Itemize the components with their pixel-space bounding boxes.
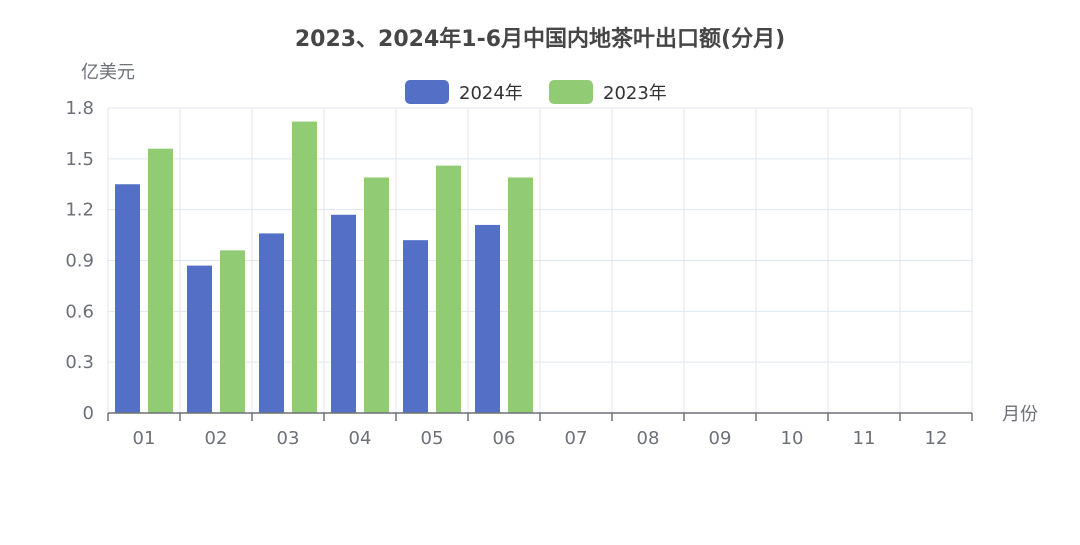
y-tick-label: 0.3: [65, 352, 94, 373]
legend-item-2023[interactable]: 2023年: [549, 80, 667, 104]
x-tick-label: 01: [133, 428, 156, 449]
y-tick-label: 1.2: [65, 200, 94, 221]
bar-2024年-02[interactable]: [187, 265, 212, 413]
legend-item-2024[interactable]: 2024年: [405, 80, 523, 104]
x-tick-label: 12: [925, 428, 948, 449]
legend-label-2024[interactable]: 2024年: [459, 83, 523, 104]
chart-title: 2023、2024年1-6月中国内地茶叶出口额(分月): [295, 26, 785, 52]
bar-2024年-03[interactable]: [259, 233, 284, 413]
bar-2023年-01[interactable]: [148, 148, 173, 413]
x-tick-label: 09: [709, 428, 732, 449]
x-tick-label: 07: [565, 428, 588, 449]
x-tick-label: 10: [781, 428, 804, 449]
y-tick-label: 0: [83, 403, 94, 424]
y-tick-label: 0.9: [65, 251, 94, 272]
y-tick-label: 1.8: [65, 98, 94, 119]
legend-swatch-2024[interactable]: [405, 80, 449, 104]
axes: 0 0.3 0.6 0.9 1.2 1.5 1.8 01 02 03 04 05 06 07 08 09 10 1…: [65, 98, 973, 449]
legend-swatch-2023[interactable]: [549, 80, 593, 104]
legend[interactable]: 2024年 2023年: [405, 80, 667, 104]
y-axis-label: 亿美元: [81, 62, 135, 83]
bars: [115, 121, 533, 414]
bar-2024年-05[interactable]: [403, 240, 428, 413]
x-tick-label: 04: [349, 428, 372, 449]
bar-2023年-04[interactable]: [364, 177, 389, 413]
legend-label-2023[interactable]: 2023年: [603, 83, 667, 104]
x-tick-label: 02: [205, 428, 228, 449]
y-tick-label: 1.5: [65, 149, 94, 170]
y-tick-label: 0.6: [65, 301, 94, 322]
bar-2023年-06[interactable]: [508, 177, 533, 413]
x-tick-label: 05: [421, 428, 444, 449]
bar-2023年-02[interactable]: [220, 250, 245, 413]
bar-2023年-05[interactable]: [436, 165, 461, 413]
bar-2024年-06[interactable]: [475, 224, 500, 413]
x-tick-label: 06: [493, 428, 516, 449]
x-tick-label: 03: [277, 428, 300, 449]
x-axis-label: 月份: [1002, 404, 1038, 425]
x-tick-label: 11: [853, 428, 876, 449]
bar-2024年-01[interactable]: [115, 184, 140, 413]
bar-2023年-03[interactable]: [292, 121, 317, 414]
grid: [107, 107, 973, 413]
bar-2024年-04[interactable]: [331, 214, 356, 413]
x-tick-label: 08: [637, 428, 660, 449]
